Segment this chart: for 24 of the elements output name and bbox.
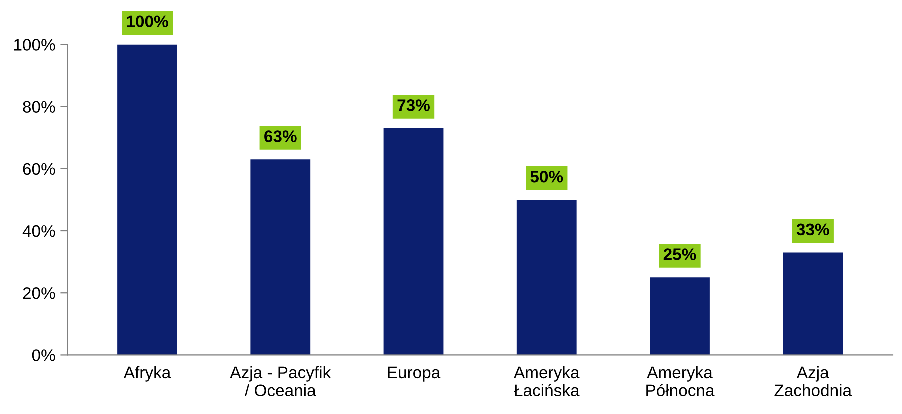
y-tick-label: 60% [23, 163, 56, 176]
bar [650, 278, 710, 356]
y-tick-label: 40% [22, 225, 56, 238]
x-tick-label: Afryka [124, 366, 172, 382]
x-tick-label: Azja Zachodnia [774, 366, 852, 397]
y-tick-label: 0% [32, 350, 56, 362]
bar [250, 160, 311, 356]
data-label: 33% [796, 224, 830, 236]
y-tick-label: 20% [23, 288, 56, 300]
y-tick-label: 100% [14, 39, 56, 51]
data-label: 100% [127, 16, 168, 28]
x-tick-label: Europa [388, 366, 441, 382]
bar [516, 200, 577, 356]
x-tick-label: Ameryka Łacińska [514, 366, 580, 397]
data-label: 50% [530, 170, 564, 183]
bar [384, 128, 444, 356]
bar [118, 44, 178, 356]
y-tick-label: 80% [23, 101, 56, 114]
x-tick-label: Azja - Pacyfik / Oceania [230, 366, 332, 397]
data-label: 73% [398, 100, 430, 112]
bar [783, 252, 844, 356]
data-label: 63% [264, 130, 297, 142]
data-label: 25% [664, 248, 696, 260]
x-tick-label: Ameryka Północna [646, 366, 715, 397]
